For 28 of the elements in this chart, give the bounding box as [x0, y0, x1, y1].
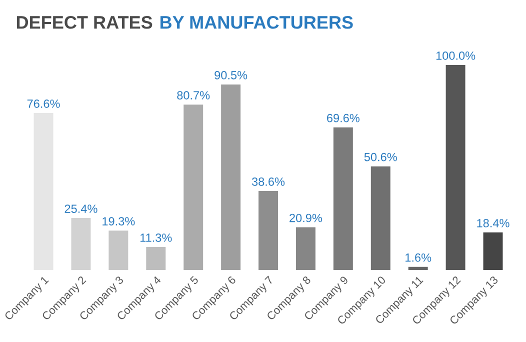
bar: [296, 227, 316, 270]
bar: [146, 246, 166, 270]
bar: [108, 230, 128, 270]
data-label: 1.6%: [406, 253, 432, 262]
data-label: 50.6%: [364, 152, 397, 162]
bar: [258, 190, 278, 270]
data-label: 19.3%: [102, 217, 135, 226]
data-label: 69.6%: [327, 114, 360, 122]
bar: [71, 218, 91, 270]
bar: [483, 232, 503, 270]
data-label: 18.4%: [477, 218, 510, 228]
data-label: 20.9%: [290, 214, 322, 222]
data-label: 38.6%: [252, 178, 285, 186]
data-label: 80.7%: [177, 91, 210, 100]
data-label: 25.4%: [64, 204, 98, 213]
bar: [184, 104, 204, 270]
bar: [446, 64, 466, 270]
bar: [370, 166, 390, 270]
bar: [408, 266, 428, 270]
data-label: 11.3%: [140, 234, 172, 242]
data-label: 90.5%: [214, 71, 248, 80]
chart-title: DEFECT RATES: [16, 16, 152, 29]
bar: [333, 127, 353, 270]
data-label: 76.6%: [27, 100, 60, 108]
chart-subtitle: BY MANUFACTURERS: [160, 16, 353, 29]
bar: [34, 112, 54, 270]
bar: [221, 84, 241, 270]
data-label: 100.0%: [436, 52, 476, 60]
